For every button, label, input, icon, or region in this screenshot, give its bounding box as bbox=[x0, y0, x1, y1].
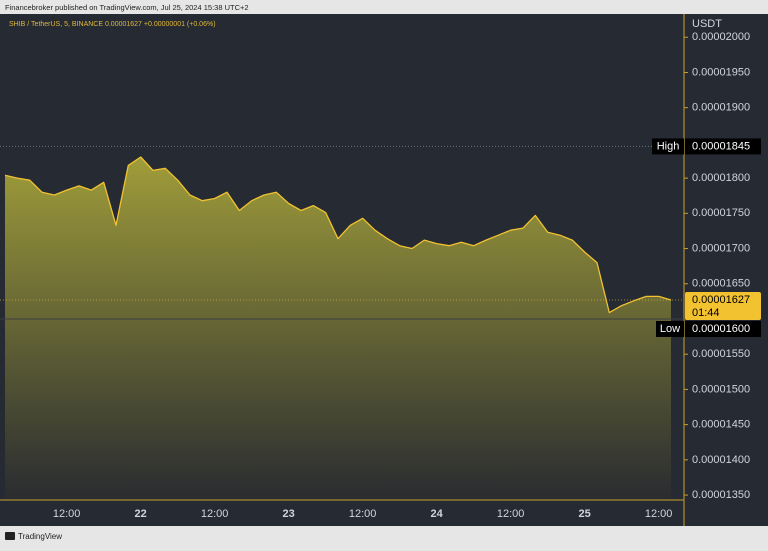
y-tick-label: 0.00001650 bbox=[692, 278, 750, 290]
high-label: 0.00001845 bbox=[692, 140, 750, 152]
last-box bbox=[685, 291, 761, 320]
x-tick-label: 12:00 bbox=[349, 508, 377, 520]
y-tick-label: 0.00001550 bbox=[692, 348, 750, 360]
x-tick-label: 23 bbox=[283, 508, 295, 520]
x-tick-label: 24 bbox=[431, 508, 444, 520]
publisher: Financebroker published on TradingView.c… bbox=[5, 3, 249, 12]
low-label: 0.00001600 bbox=[692, 323, 750, 335]
price-line bbox=[4, 156, 672, 314]
countdown: 01:44 bbox=[692, 307, 720, 319]
legend-price: 0.00001627 bbox=[105, 21, 142, 28]
low-box bbox=[685, 320, 761, 337]
footer: TradingView bbox=[18, 532, 62, 541]
symbol: SHIB / TetherUS, 5, BINANCE 0.00001627 +… bbox=[9, 21, 216, 28]
y-tick-label: 0.00001400 bbox=[692, 454, 750, 466]
low-name-box bbox=[656, 320, 684, 337]
y-tick-label: 0.00001950 bbox=[692, 66, 750, 78]
area-fill bbox=[5, 157, 671, 500]
x-tick-label: 12:00 bbox=[497, 508, 525, 520]
x-tick-label: 12:00 bbox=[645, 508, 673, 520]
y-tick-label: 0.00001450 bbox=[692, 419, 750, 431]
currency: USDT bbox=[692, 18, 722, 30]
last-label: 0.00001627 bbox=[692, 294, 750, 306]
top-bar bbox=[0, 0, 768, 14]
symbol-name: SHIB / TetherUS, 5, BINANCE bbox=[9, 21, 103, 28]
high-name-box bbox=[652, 138, 684, 155]
y-tick-label: 0.00001700 bbox=[692, 242, 750, 254]
x-tick-label: 12:00 bbox=[53, 508, 81, 520]
x-tick-label: 22 bbox=[135, 508, 147, 520]
y-tick-label: 0.00001500 bbox=[692, 383, 750, 395]
y-tick-label: 0.00001350 bbox=[692, 489, 750, 501]
low-name: Low bbox=[660, 323, 680, 335]
y-tick-label: 0.00001900 bbox=[692, 102, 750, 114]
high-name: High bbox=[657, 140, 680, 152]
y-tick-label: 0.00002000 bbox=[692, 31, 750, 43]
legend-change: +0.00000001 (+0.06%) bbox=[144, 21, 216, 28]
y-tick-label: 0.00001800 bbox=[692, 172, 750, 184]
logo bbox=[5, 532, 15, 540]
y-tick-label: 0.00001750 bbox=[692, 207, 750, 219]
high-box bbox=[685, 138, 761, 155]
bottom-bar bbox=[0, 526, 768, 546]
x-tick-label: 25 bbox=[579, 508, 591, 520]
x-tick-label: 12:00 bbox=[201, 508, 229, 520]
